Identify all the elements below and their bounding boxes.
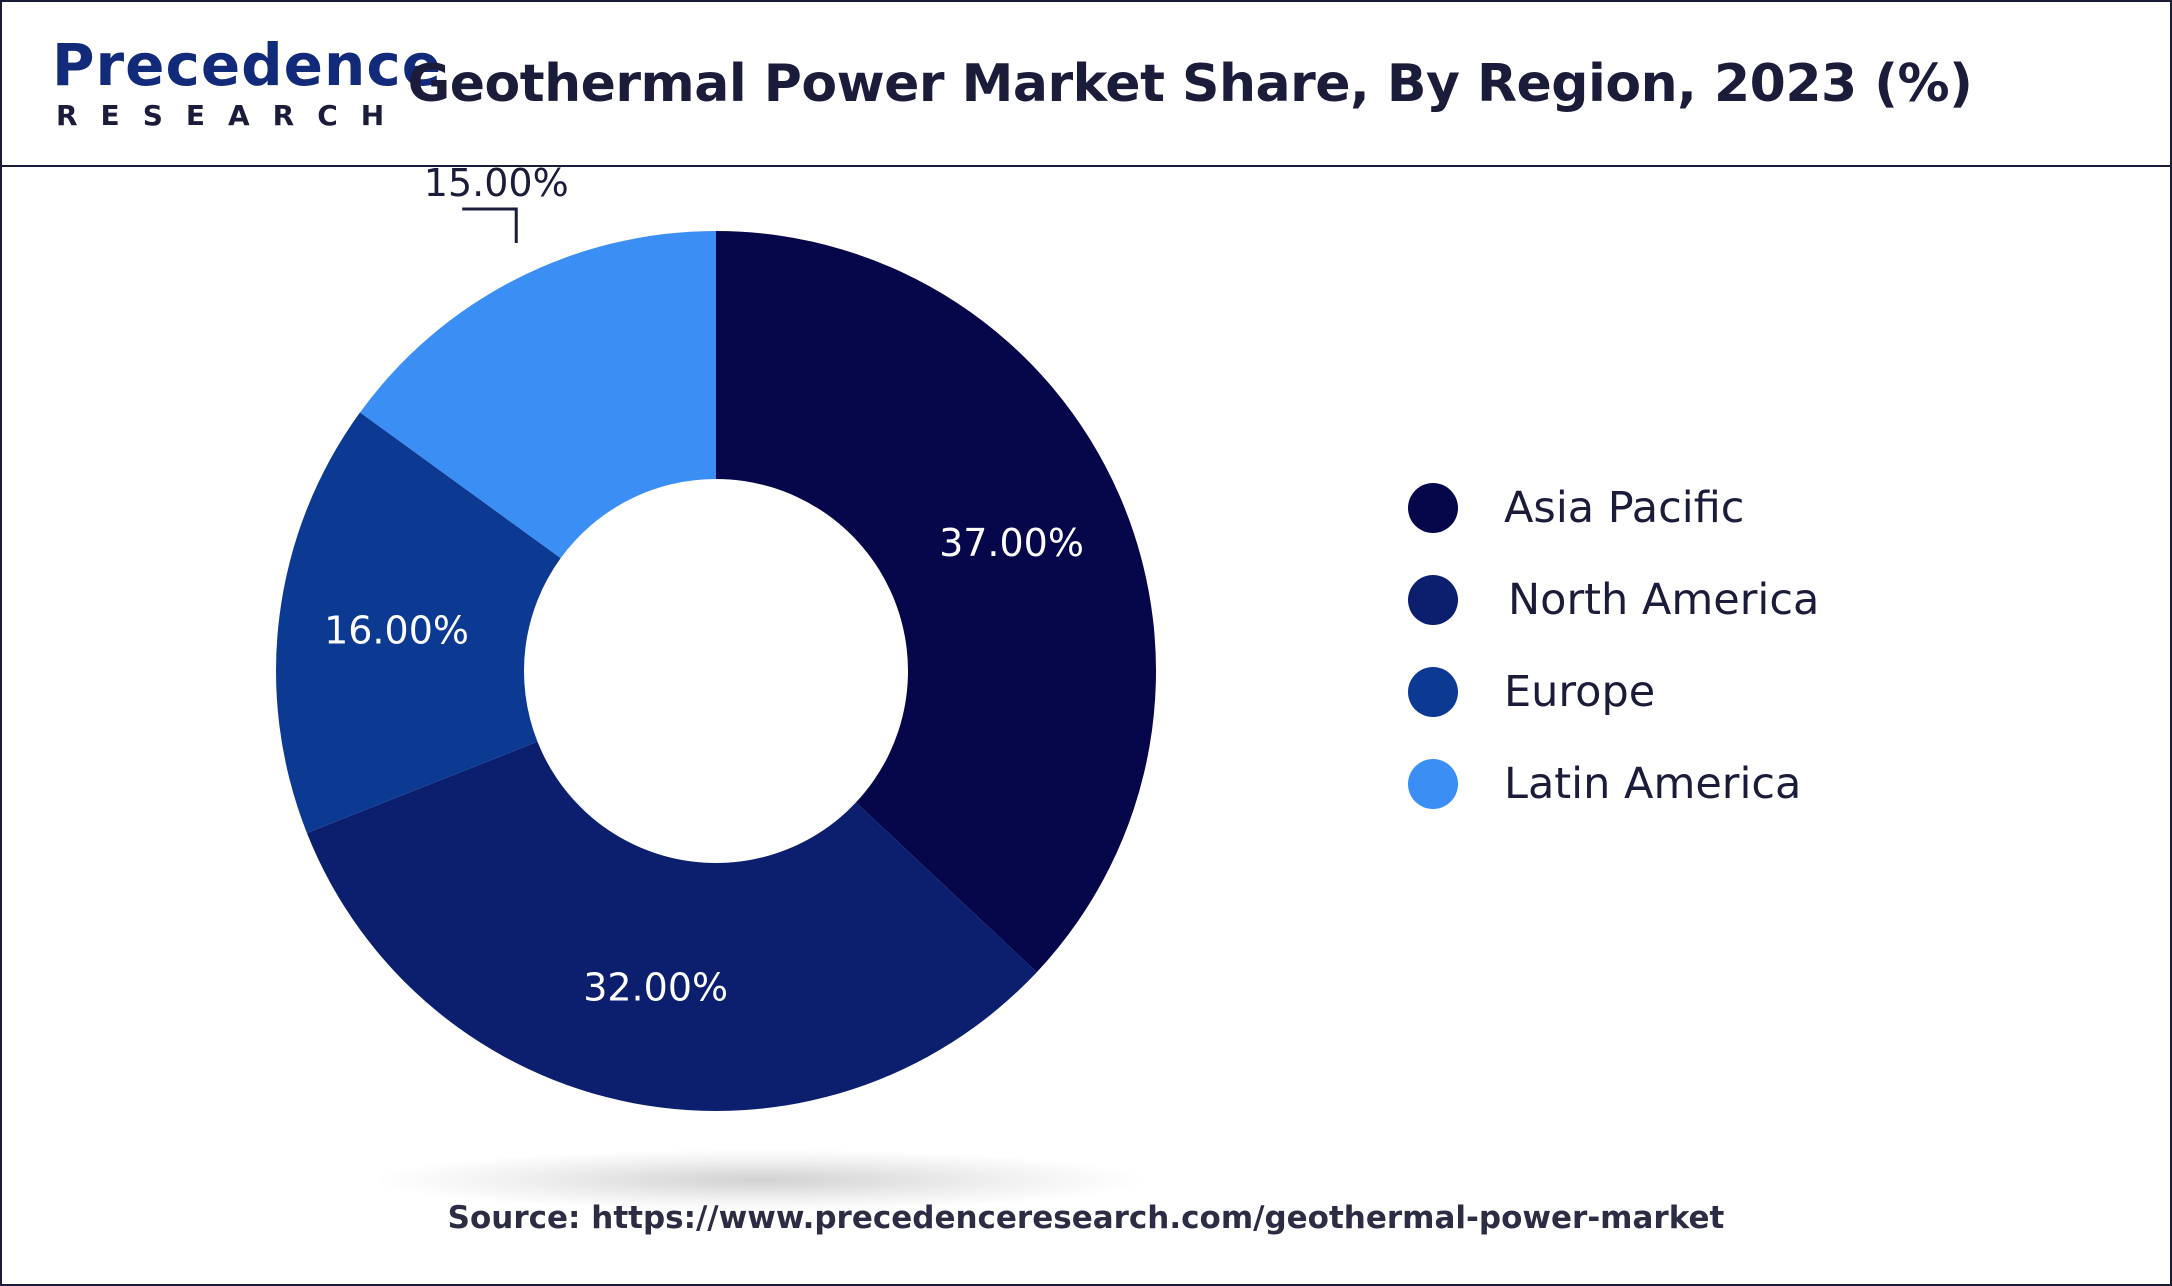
legend-swatch-europe [1408,667,1458,717]
legend-label-europe: Europe [1504,667,1656,717]
logo-wordmark: Precedence [52,31,443,99]
data-label-asia-pacific: 37.00% [939,521,1084,565]
slice-latin-america [360,230,716,559]
legend-item-latin-america: Latin America [1408,738,1819,830]
legend-item-north-america: North America [1408,554,1819,646]
logo: Precedence RESEARCH [52,36,441,136]
donut-labels: 37.00% 32.00% 16.00% 15.00% [324,161,1084,1009]
logo-subtitle: RESEARCH [56,99,408,132]
legend-item-asia-pacific: Asia Pacific [1408,462,1819,554]
donut-slices [275,230,1156,1111]
legend-swatch-asia-pacific [1408,483,1458,533]
legend-label-latin-america: Latin America [1504,759,1802,809]
legend-label-asia-pacific: Asia Pacific [1504,483,1745,533]
slice-asia-pacific [716,231,1156,973]
chart-title: Geothermal Power Market Share, By Region… [407,54,1973,114]
slice-north-america [306,741,1037,1111]
chart-title-container: Geothermal Power Market Share, By Region… [408,55,2160,113]
data-label-europe: 16.00% [324,609,469,653]
data-label-latin-america: 15.00% [424,161,569,205]
legend-swatch-north-america [1408,575,1458,625]
leader-line [462,207,518,243]
legend-label-north-america: North America [1508,575,1820,625]
data-label-north-america: 32.00% [583,965,728,1009]
legend: Asia Pacific North America Europe Latin … [1408,462,1819,830]
header: Precedence RESEARCH Geothermal Power Mar… [0,0,2172,167]
source-shadow [380,1150,1140,1210]
slice-europe [275,412,561,833]
legend-item-europe: Europe [1408,646,1819,738]
legend-swatch-latin-america [1408,759,1458,809]
source-text: Source: https://www.precedenceresearch.c… [447,1200,1725,1236]
